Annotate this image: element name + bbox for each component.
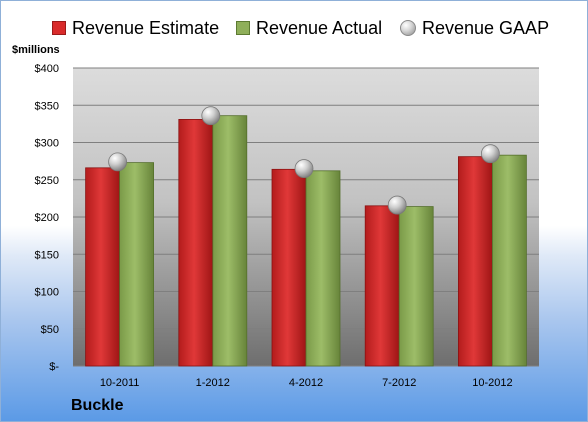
bar-revenue-actual (398, 206, 434, 367)
y-tick-label: $50 (41, 324, 59, 336)
bars (85, 115, 527, 367)
marker-revenue-gaap (387, 195, 407, 215)
marker-revenue-gaap (480, 144, 500, 164)
y-tick-label: $150 (35, 249, 59, 261)
x-tick-label: 10-2011 (100, 377, 140, 389)
legend-label-revenue-gaap: Revenue GAAP (422, 17, 550, 38)
bar-revenue-actual (212, 115, 248, 367)
legend-item-revenue-estimate: Revenue Estimate (52, 16, 219, 40)
legend: Revenue Estimate Revenue Actual Revenue … (0, 16, 588, 40)
legend-label-revenue-estimate: Revenue Estimate (72, 17, 220, 38)
bar-revenue-actual (491, 154, 527, 367)
gaap-markers (108, 106, 500, 215)
legend-item-revenue-actual: Revenue Actual (236, 16, 382, 40)
bar-revenue-actual (305, 170, 341, 367)
y-tick-label: $400 (35, 63, 59, 75)
y-axis-ticks: $- $50 $100 $150 $200 $250 $300 $350 $400 (35, 63, 60, 373)
x-tick-label: 10-2012 (472, 377, 512, 389)
y-axis-unit-label: $millions (12, 44, 60, 56)
bar-revenue-estimate (364, 205, 400, 367)
x-tick-label: 7-2012 (382, 377, 416, 389)
legend-label-revenue-actual: Revenue Actual (256, 17, 383, 38)
legend-swatch-revenue-gaap (400, 20, 416, 36)
bar-revenue-actual (119, 162, 154, 367)
marker-revenue-gaap (294, 159, 314, 178)
y-tick-label: $100 (35, 287, 59, 299)
legend-swatch-revenue-estimate (52, 21, 66, 35)
y-tick-label: $350 (35, 100, 59, 112)
x-axis-ticks: 10-2011 1-2012 4-2012 7-2012 10-2012 (100, 377, 513, 389)
y-tick-label: $250 (35, 175, 59, 187)
y-tick-label: $- (49, 361, 59, 373)
x-tick-label: 1-2012 (196, 377, 230, 389)
marker-revenue-gaap (108, 152, 127, 172)
bar-revenue-estimate (271, 168, 307, 367)
bar-revenue-estimate (178, 119, 214, 367)
marker-revenue-gaap (201, 106, 221, 126)
bar-revenue-estimate (85, 167, 120, 367)
x-tick-label: 4-2012 (289, 377, 323, 389)
company-name: Buckle (71, 397, 124, 414)
legend-swatch-revenue-actual (236, 21, 250, 35)
y-tick-label: $200 (35, 212, 59, 224)
bar-revenue-estimate (457, 156, 493, 367)
y-tick-label: $300 (35, 138, 59, 150)
legend-item-revenue-gaap: Revenue GAAP (400, 16, 549, 40)
